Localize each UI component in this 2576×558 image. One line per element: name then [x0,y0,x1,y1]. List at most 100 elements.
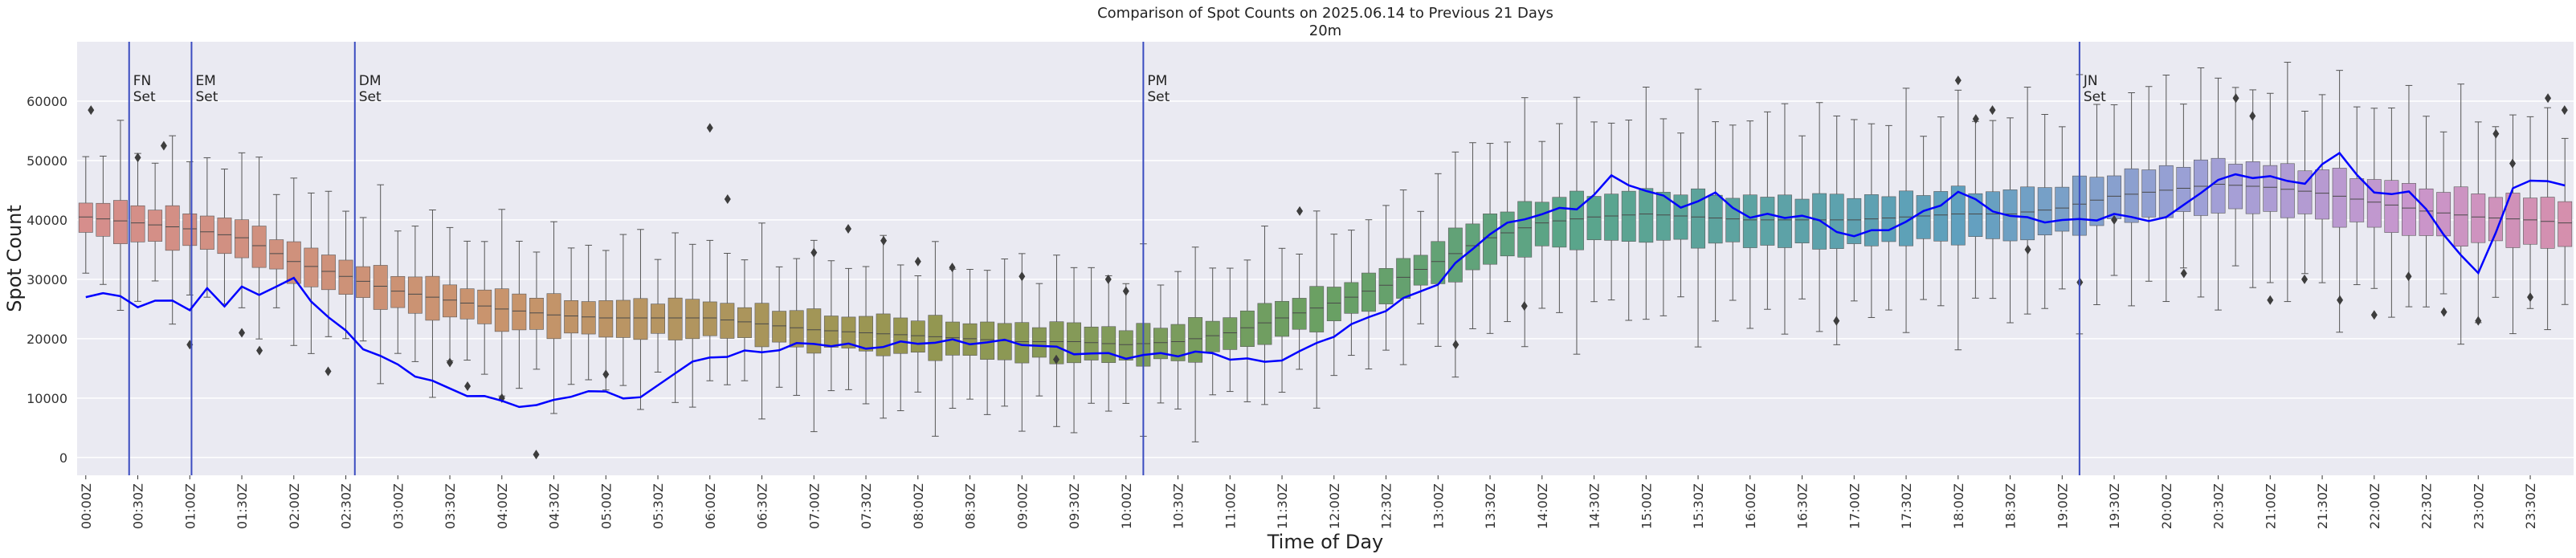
box-mark [1396,189,1411,365]
box-mark [2523,116,2537,309]
box-body [512,293,527,331]
box-body [443,284,457,318]
outlier-point [1452,340,1459,350]
outlier-point [880,235,888,246]
box-mark [2540,107,2555,331]
box-mark [1655,118,1671,316]
x-tick-label: 23:30Z [2523,483,2538,529]
box-mark [459,240,475,361]
outlier-point [533,450,540,460]
box-body [373,265,388,310]
x-tick-label: 14:30Z [1587,483,1602,529]
box-body [2297,170,2313,214]
box-body [1552,197,1567,248]
box-body [928,315,943,361]
outlier-point [2180,268,2187,279]
outlier-point [2527,292,2534,303]
box-body [633,298,648,340]
box-body [1378,268,1394,304]
x-tick-label: 22:00Z [2367,483,2382,529]
box-mark [529,251,544,370]
outlier-point [2509,158,2517,169]
box-mark [2280,62,2295,303]
box-mark [2349,106,2365,286]
box-body [2141,169,2157,218]
box-mark [754,222,770,420]
outlier-point [239,328,246,338]
box-mark [1621,120,1636,321]
box-mark [2505,114,2521,335]
box-body [113,200,128,244]
box-mark [581,244,596,381]
box-mark [789,258,804,396]
box-body [702,301,717,336]
box-body [1344,282,1359,314]
box-mark [1239,259,1255,402]
box-body [494,288,509,332]
x-tick-label: 07:30Z [859,483,874,529]
box-body [1604,193,1619,241]
box-mark [390,230,406,354]
outlier-point [134,153,141,163]
outlier-point [2561,105,2568,116]
x-tick-label: 04:30Z [547,483,562,529]
box-mark [2124,92,2139,307]
box-mark [841,267,856,390]
box-mark [1847,119,1862,302]
x-tick-label: 00:00Z [79,483,94,529]
box-mark [980,270,995,415]
x-tick-label: 03:30Z [443,483,458,529]
box-mark [2020,87,2035,315]
outlier-point [325,366,332,377]
box-body [2176,166,2191,212]
box-body [2245,161,2260,214]
outlier-point [949,263,956,273]
box-mark [928,241,943,437]
box-body [2419,188,2434,236]
box-body [1153,328,1168,360]
box-body [1916,195,1931,239]
outlier-point [1521,301,1528,312]
box-mark [2558,137,2573,305]
outlier-point [2024,244,2031,255]
box-body [2436,192,2451,237]
x-tick-label: 11:00Z [1223,483,1238,529]
event-label: JN Set [2083,73,2106,105]
box-body [1239,310,1255,348]
box-body [910,320,925,352]
box-body [425,275,440,321]
box-body [1084,326,1099,360]
box-body [2540,197,2555,249]
box-body [390,275,406,308]
x-tick-label: 19:30Z [2107,483,2122,529]
box-body [754,303,770,348]
box-body [859,316,873,352]
current-day-line [85,151,2566,409]
box-mark [1170,271,1186,409]
box-body [1847,198,1862,244]
box-mark [2107,104,2121,276]
box-mark [1864,123,1879,318]
x-tick-label: 09:00Z [1014,483,1030,529]
box-body [1691,188,1705,249]
box-body [1361,272,1376,312]
box-body [2488,197,2503,242]
x-tick-label: 20:30Z [2211,483,2227,529]
box-body [1067,322,1081,364]
box-mark [2436,131,2451,295]
box-body [1570,190,1584,250]
x-tick-label: 00:30Z [131,483,146,529]
box-mark [1257,226,1272,405]
box-mark [564,247,579,385]
box-body [581,301,596,335]
outlier-point [1989,105,1996,116]
outlier-point [447,357,454,368]
box-body [182,213,198,246]
outlier-point [2111,214,2118,225]
box-mark [78,156,93,274]
box-mark [2158,75,2174,303]
box-mark [893,264,908,412]
box-body [1031,327,1047,358]
box-body [1534,202,1549,246]
box-body [2384,180,2399,233]
